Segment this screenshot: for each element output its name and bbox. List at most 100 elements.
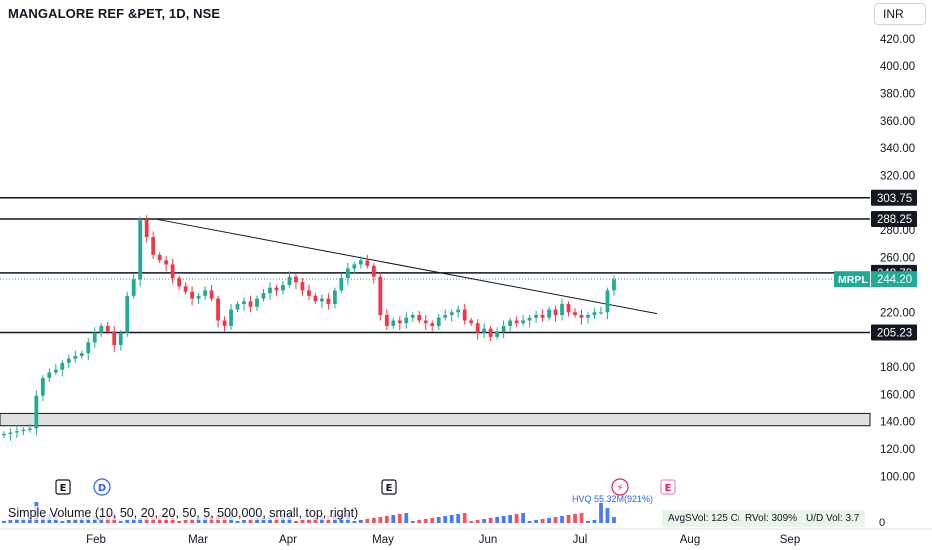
candle-body: [209, 290, 214, 299]
volume-bar: [436, 517, 441, 523]
volume-bar: [540, 519, 545, 523]
candle-body: [345, 268, 350, 279]
volume-bar: [365, 519, 370, 523]
volume-bar: [514, 514, 519, 523]
event-marker-dividend[interactable]: [93, 478, 111, 496]
volume-bar: [294, 521, 298, 523]
candle-body: [60, 362, 65, 370]
volume-bar: [410, 521, 415, 523]
candle-body: [21, 429, 26, 432]
time-axis-label: Mar: [188, 534, 208, 546]
volume-bar: [573, 514, 577, 523]
volume-bar: [456, 514, 461, 523]
candle-body: [514, 320, 519, 324]
candle-body: [352, 264, 357, 269]
volume-bar: [423, 519, 428, 523]
volume-bar: [79, 518, 84, 523]
volume-bar: [508, 515, 513, 523]
event-marker-earnings[interactable]: [381, 479, 397, 495]
candle-body: [8, 432, 13, 434]
event-marker-earnings[interactable]: [55, 479, 71, 495]
volume-bar: [183, 520, 188, 523]
volume-bar: [66, 520, 71, 523]
price-tick-label: 100.00: [880, 471, 915, 483]
candle-body: [397, 320, 402, 324]
price-tick-label: 340.00: [880, 143, 915, 155]
candle-body: [599, 312, 603, 314]
candle-body: [566, 304, 571, 313]
candle-body: [203, 290, 207, 296]
candle-body: [2, 433, 6, 436]
candle-body: [521, 320, 525, 324]
volume-bar: [131, 519, 136, 523]
volume-bar: [235, 521, 240, 523]
event-glyph: ⚡: [616, 483, 623, 494]
candle-body: [436, 317, 441, 326]
symbol-tag-label: MRPL: [838, 274, 868, 286]
candle-body: [151, 237, 156, 255]
candle-body: [73, 356, 78, 359]
symbol-title[interactable]: MANGALORE REF &PET, 1D, NSE: [8, 6, 221, 21]
volume-bar: [60, 521, 65, 523]
candle-body: [339, 278, 344, 291]
candle-body: [47, 372, 52, 378]
volume-bar: [605, 508, 610, 523]
volume-bar: [469, 521, 474, 523]
level-price-tag: [871, 210, 917, 227]
volume-bar: [177, 521, 182, 523]
volume-bar: [203, 517, 207, 523]
currency-selector[interactable]: INR: [874, 3, 926, 25]
volume-bar: [391, 515, 396, 523]
price-axis[interactable]: 420.00 400.00 380.00 360.00 340.00 320.00 280.…: [834, 34, 917, 483]
candle-body: [540, 314, 545, 318]
time-axis-label: Sep: [780, 534, 800, 546]
candle-body: [125, 295, 130, 333]
candle-body: [99, 325, 104, 333]
candle-body: [229, 309, 233, 326]
candle-body: [456, 309, 461, 313]
price-tick-label: 120.00: [880, 444, 915, 456]
rvol-chip: RVol: 309%: [739, 510, 804, 527]
price-tick-label: 380.00: [880, 89, 915, 101]
candle-body: [423, 320, 428, 324]
price-tick-label: 140.00: [880, 417, 915, 429]
volume-bar: [255, 518, 259, 523]
candle-body: [560, 304, 564, 315]
event-marker-split[interactable]: [611, 478, 629, 496]
volume-bar: [261, 517, 266, 523]
volume-bar: [2, 521, 6, 523]
event-markers[interactable]: E D E ⚡ E: [55, 478, 676, 496]
time-axis[interactable]: Feb Mar Apr May Jun Jul Aug Sep: [0, 528, 932, 546]
candle-body: [27, 428, 32, 430]
volume-bar: [521, 513, 525, 523]
candle-body: [131, 279, 136, 296]
candle-body: [144, 219, 149, 238]
candle-body: [112, 331, 117, 346]
candle-body: [300, 282, 305, 291]
candle-body: [190, 291, 195, 299]
event-marker-earnings-upcoming[interactable]: [660, 479, 676, 495]
volume-indicator-label[interactable]: Simple Volume (10, 50, 20, 20, 50, 5, 50…: [8, 506, 359, 520]
volume-bar: [190, 519, 195, 523]
level-price-label: 205.23: [877, 327, 912, 339]
ud-vol-chip: U/D Vol: 3.7: [800, 510, 866, 527]
volume-bar: [612, 517, 616, 523]
volume-bar: [320, 517, 324, 523]
candle-body: [53, 369, 58, 373]
volume-bar: [547, 518, 551, 523]
volume-bar: [138, 518, 143, 523]
event-glyph: D: [98, 483, 106, 494]
volume-bar: [352, 521, 357, 523]
candle-body: [508, 320, 513, 326]
candle-body: [66, 358, 71, 363]
volume-bar: [248, 519, 253, 523]
candle-body: [417, 314, 422, 321]
candle-body: [501, 325, 506, 332]
volume-bar: [560, 516, 564, 523]
candle-body: [313, 295, 318, 302]
candle-body: [443, 314, 448, 318]
event-glyph: E: [665, 483, 672, 494]
candle-body: [586, 314, 590, 318]
candle-body: [248, 301, 253, 307]
